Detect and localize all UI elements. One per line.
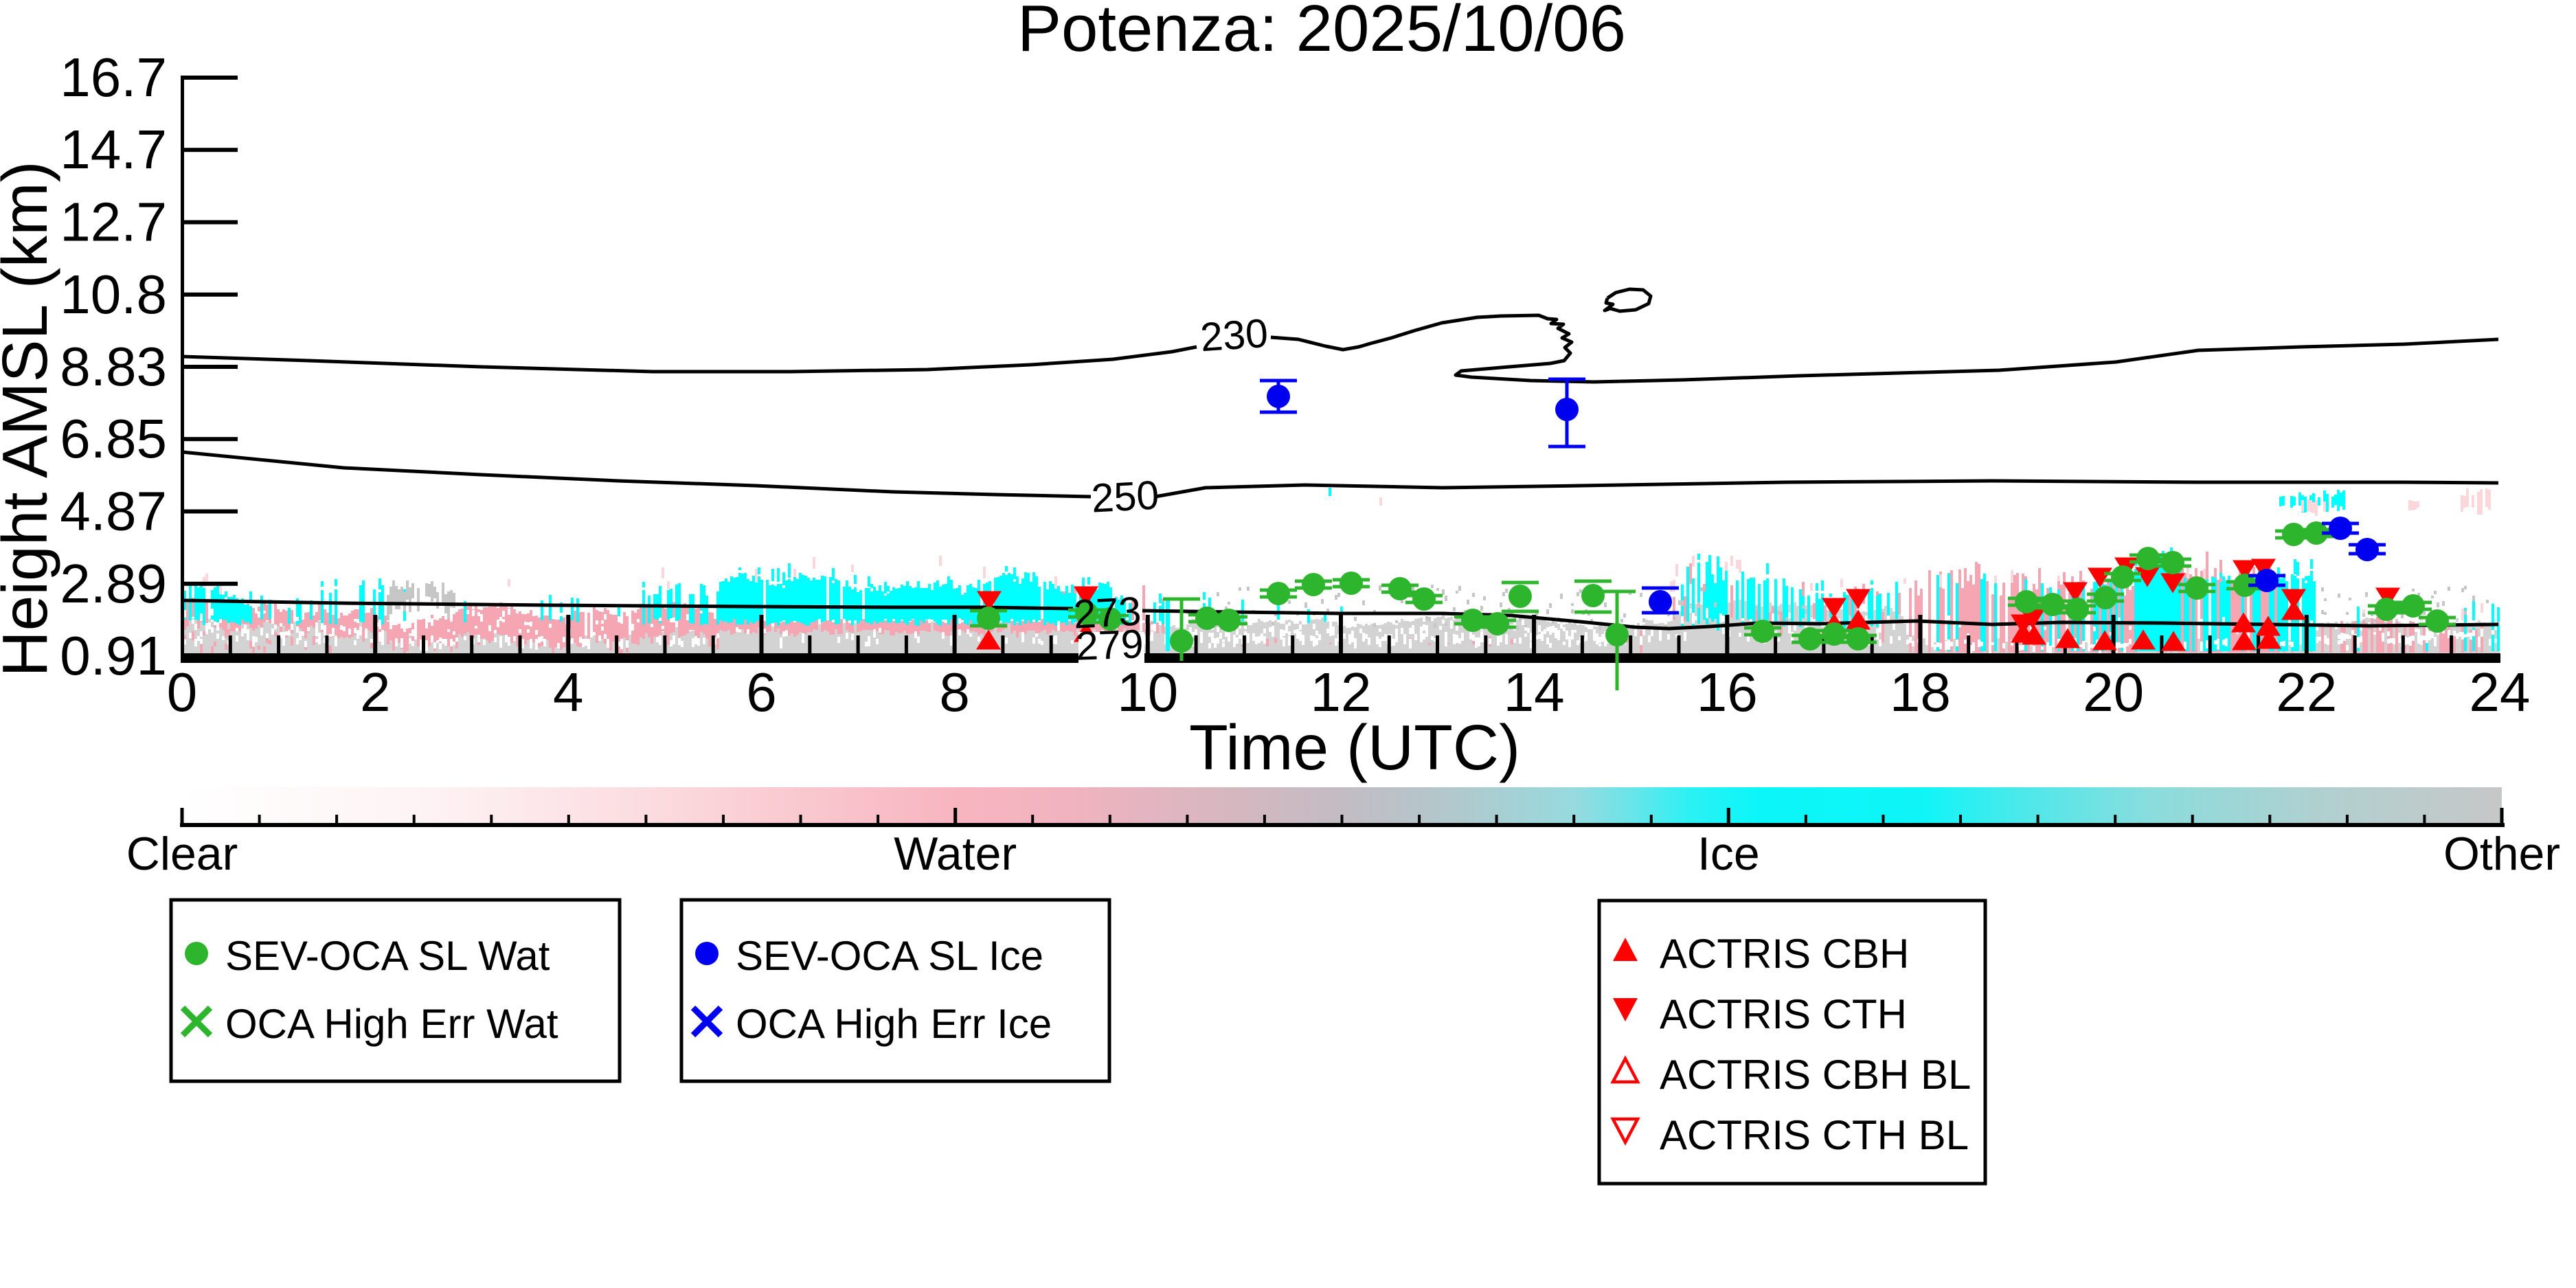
svg-text:8.83: 8.83 [60,336,167,397]
svg-text:Time (UTC): Time (UTC) [1189,712,1520,783]
svg-text:ACTRIS CBH BL: ACTRIS CBH BL [1660,1052,1971,1098]
svg-text:8: 8 [939,662,970,723]
svg-text:2.89: 2.89 [60,553,167,614]
svg-text:Height AMSL (km): Height AMSL (km) [0,161,60,677]
svg-text:Water: Water [894,828,1017,880]
svg-text:12: 12 [1311,662,1372,723]
svg-text:6.85: 6.85 [60,408,167,469]
svg-text:20: 20 [2083,662,2144,723]
svg-text:10.8: 10.8 [60,264,167,325]
svg-text:OCA High Err Wat: OCA High Err Wat [225,1001,558,1047]
svg-text:10: 10 [1117,662,1178,723]
svg-text:2: 2 [360,662,391,723]
svg-text:SEV-OCA SL Wat: SEV-OCA SL Wat [225,933,550,979]
svg-text:ACTRIS CBH: ACTRIS CBH [1660,931,1909,977]
svg-text:0: 0 [167,662,198,723]
svg-text:22: 22 [2276,662,2337,723]
svg-text:4.87: 4.87 [60,481,167,542]
svg-text:24: 24 [2469,662,2530,723]
svg-text:OCA High Err Ice: OCA High Err Ice [736,1001,1052,1047]
svg-text:12.7: 12.7 [60,192,167,253]
svg-text:16: 16 [1697,662,1758,723]
svg-text:SEV-OCA SL Ice: SEV-OCA SL Ice [736,933,1043,979]
svg-text:250: 250 [1090,472,1160,521]
svg-text:16.7: 16.7 [60,47,167,108]
svg-text:18: 18 [1890,662,1951,723]
svg-text:279: 279 [1075,621,1144,668]
svg-text:Clear: Clear [126,828,238,880]
svg-text:14: 14 [1504,662,1565,723]
svg-text:273: 273 [1072,588,1142,637]
svg-text:Ice: Ice [1697,828,1760,880]
svg-text:Other: Other [2443,828,2560,880]
svg-text:6: 6 [746,662,777,723]
svg-text:230: 230 [1199,310,1269,361]
svg-text:Potenza: 2025/10/06: Potenza: 2025/10/06 [1017,0,1626,65]
svg-text:4: 4 [553,662,584,723]
svg-text:0.91: 0.91 [60,625,167,686]
svg-text:ACTRIS CTH: ACTRIS CTH [1660,991,1907,1037]
svg-text:ACTRIS CTH BL: ACTRIS CTH BL [1660,1112,1969,1158]
svg-text:14.7: 14.7 [60,119,167,180]
